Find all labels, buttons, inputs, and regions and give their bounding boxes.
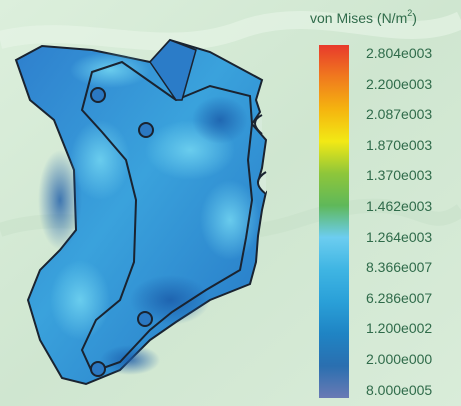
legend-tick-label: 6.286e007 <box>366 289 433 306</box>
color-scale-bar <box>319 45 349 398</box>
legend-title-suffix: ) <box>412 10 417 26</box>
stress-model[interactable] <box>0 0 300 406</box>
hole-upper-middle <box>138 122 154 138</box>
inner-plate <box>80 60 254 374</box>
legend-tick-label: 1.264e003 <box>366 228 433 245</box>
legend-title: von Mises (N/m2) <box>310 8 458 26</box>
legend-tick-label: 1.870e003 <box>366 136 433 153</box>
legend-tick-label: 2.804e003 <box>366 45 433 61</box>
legend-tick-label: 8.366e007 <box>366 259 433 276</box>
legend-title-exponent: 2 <box>407 8 413 19</box>
notch-upper <box>254 114 263 135</box>
top-step <box>149 39 197 101</box>
hole-top-left <box>90 87 106 103</box>
hole-bottom-left <box>90 361 106 377</box>
legend-tick-label: 8.000e005 <box>366 381 433 398</box>
notch-lower <box>257 171 267 195</box>
legend-tick-label: 1.200e002 <box>366 320 433 337</box>
legend-tick-label: 2.000e000 <box>366 351 433 367</box>
legend-tick-label: 1.462e003 <box>366 198 433 214</box>
legend-tick-label: 1.370e003 <box>366 167 433 184</box>
hole-lower-middle <box>137 311 153 327</box>
legend-title-prefix: von Mises (N/m <box>310 10 408 26</box>
legend-tick-label: 2.087e003 <box>366 106 433 123</box>
legend-tick-label: 2.200e003 <box>366 75 433 92</box>
